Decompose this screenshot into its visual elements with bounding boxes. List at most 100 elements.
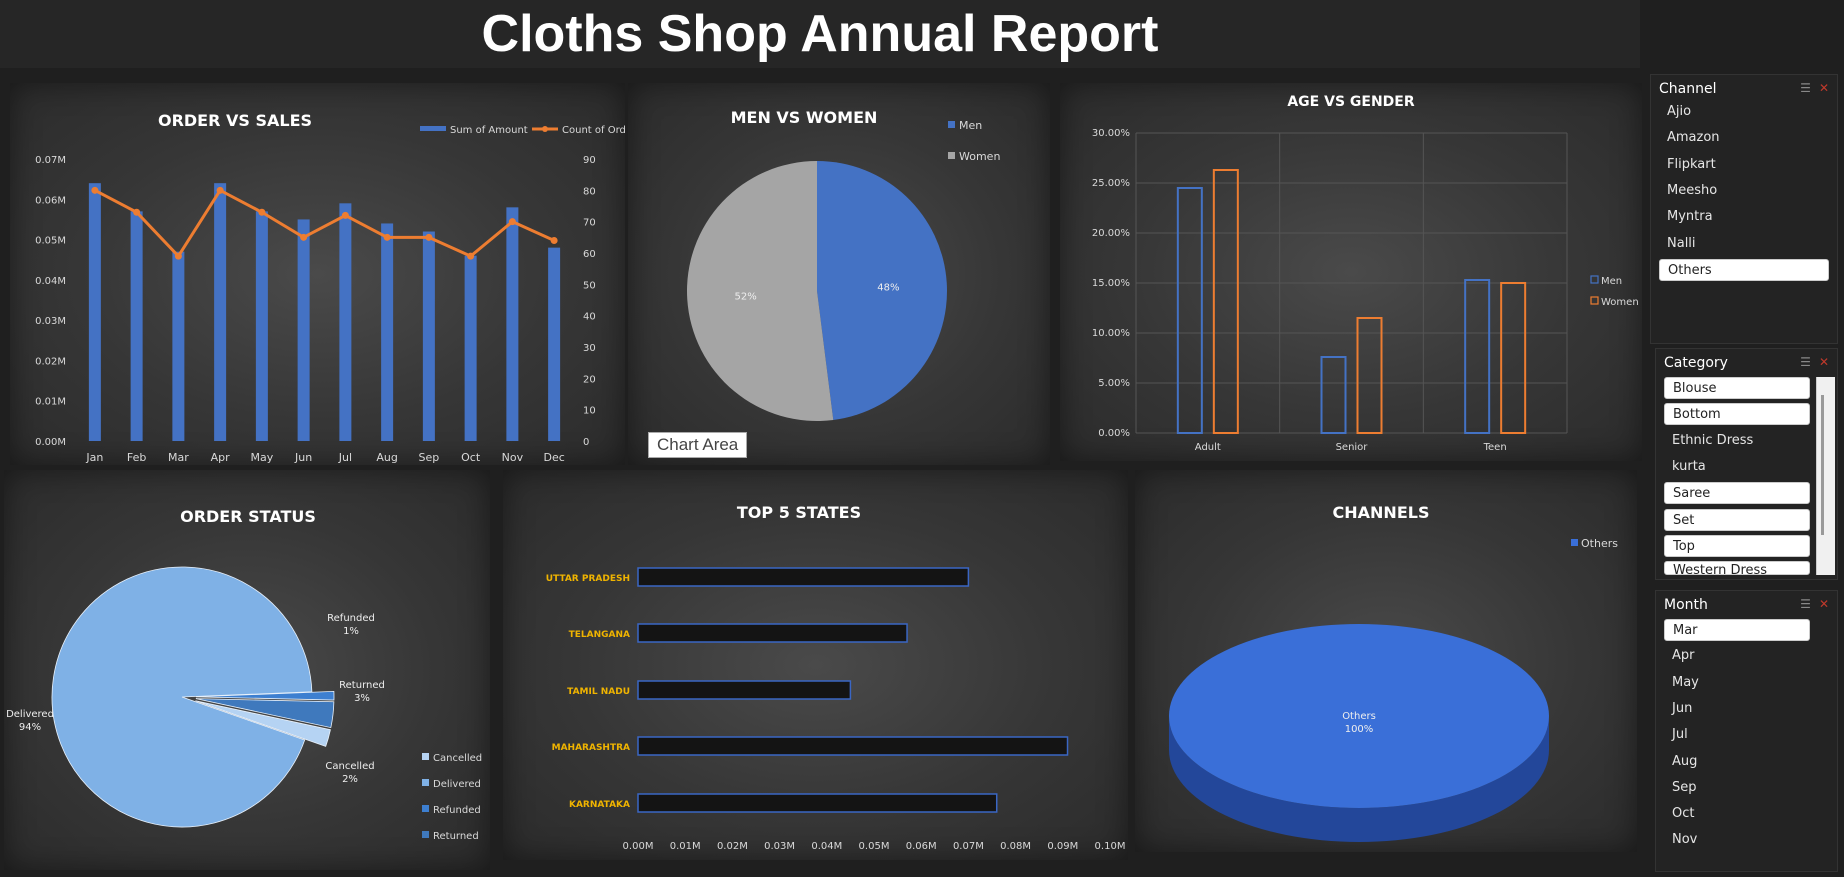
y-tick-label: TAMIL NADU [567, 687, 630, 697]
pie-slice [817, 161, 947, 420]
clear-filter-icon[interactable]: ✕ [1818, 81, 1829, 95]
multi-select-icon[interactable]: ☰ [1800, 81, 1811, 95]
channel-slicer-item[interactable]: Nalli [1667, 235, 1696, 251]
data-label: Cancelled [325, 761, 374, 772]
y-tick-label: 0.03M [35, 316, 66, 327]
y-tick-label: 0.07M [35, 155, 66, 166]
line-point [508, 218, 516, 226]
y-tick-label: 30.00% [1092, 128, 1130, 139]
category-slicer-item[interactable]: Top [1664, 534, 1810, 557]
multi-select-icon[interactable]: ☰ [1800, 355, 1811, 369]
legend-label: Men [1601, 276, 1622, 287]
category-slicer-item[interactable]: Blouse [1664, 377, 1810, 399]
chart-title: TOP 5 STATES [737, 503, 861, 522]
category-slicer-item[interactable]: kurta [1672, 458, 1706, 474]
month-slicer-item[interactable]: Aug [1672, 753, 1698, 769]
top-5-states-panel[interactable]: TOP 5 STATES UTTAR PRADESH TELANGANA TAMIL … [503, 470, 1128, 860]
order-status-chart: ORDER STATUS Refunded 1% Returned 3% Cancelle… [6, 507, 482, 842]
data-label: Returned [339, 680, 385, 691]
category-slicer-item[interactable]: Ethnic Dress [1672, 432, 1754, 448]
order-vs-sales-panel[interactable]: ORDER VS SALES 0.00M 0.01M 0.02M 0.03M 0.04M 0… [10, 83, 625, 465]
y-tick-label: MAHARASHTRA [552, 743, 630, 753]
y-tick-label: 0.06M [35, 195, 66, 206]
data-label: 52% [735, 291, 757, 302]
legend-swatch [422, 779, 429, 786]
y-tick-label: 0.05M [35, 236, 66, 247]
y-tick-label: KARNATAKA [569, 800, 630, 810]
x-tick-label: Apr [211, 451, 231, 464]
bar [637, 567, 970, 587]
x-tick-label: Oct [461, 451, 481, 464]
x-tick-label: 0.07M [953, 841, 984, 852]
channel-slicer-item[interactable]: Ajio [1667, 104, 1692, 119]
age-vs-gender-chart: AGE VS GENDER 0.00% 5.00% 10.00% 15.00% 20.00… [1092, 94, 1639, 453]
bar [339, 203, 352, 441]
chart-title: ORDER STATUS [180, 507, 316, 526]
x-tick-label: 0.00M [623, 841, 654, 852]
x-tick-label: Jul [338, 451, 352, 464]
bar [506, 207, 519, 441]
bar [1500, 282, 1527, 434]
category-slicer-item[interactable]: Western Dress [1664, 561, 1810, 576]
bar [88, 183, 101, 441]
x-tick-label: Nov [502, 451, 524, 464]
legend-swatch [1571, 539, 1578, 546]
month-slicer-item[interactable]: Oct [1672, 806, 1695, 822]
month-slicer-item[interactable]: May [1672, 674, 1699, 690]
month-slicer-item[interactable]: Mar [1664, 619, 1810, 641]
channels-panel[interactable]: CHANNELS Others 100% Others [1135, 470, 1637, 852]
channel-slicer-item[interactable]: Others [1659, 258, 1829, 281]
channel-slicer-item[interactable]: Meesho [1667, 182, 1718, 198]
y-tick-label: 25.00% [1092, 178, 1130, 189]
y-tick-label: 5.00% [1098, 378, 1130, 389]
bar [214, 183, 227, 441]
month-slicer-item[interactable]: Sep [1672, 779, 1697, 795]
month-slicer-item[interactable]: Nov [1672, 832, 1698, 848]
x-tick-label: Sep [419, 451, 440, 464]
men-vs-women-panel[interactable]: MEN VS WOMEN 48% 52% Men Women [628, 83, 1050, 465]
channel-slicer-item[interactable]: Amazon [1667, 130, 1720, 146]
channel-slicer[interactable]: Channel ☰ ✕ Ajio Amazon Flipkart Meesho Myntr… [1650, 74, 1838, 344]
line-point [425, 233, 433, 241]
chart-title: AGE VS GENDER [1287, 94, 1415, 110]
clear-filter-icon[interactable]: ✕ [1818, 597, 1829, 611]
chart-title: MEN VS WOMEN [731, 108, 878, 127]
line-point [133, 208, 141, 216]
month-slicer-item[interactable]: Jun [1672, 700, 1693, 716]
bar [637, 793, 998, 813]
bar [130, 211, 143, 441]
order-status-panel[interactable]: ORDER STATUS Refunded 1% Returned 3% Cancelle… [4, 470, 490, 870]
month-slicer-item[interactable]: Jul [1672, 727, 1688, 743]
channel-slicer-item[interactable]: Myntra [1667, 209, 1713, 225]
legend-label: Cancelled [433, 753, 482, 764]
category-slicer[interactable]: Category ☰ ✕ Blouse Bottom Ethnic Dress kurt… [1655, 348, 1838, 580]
bar [1464, 279, 1491, 434]
month-slicer[interactable]: Month ☰ ✕ Mar Apr May Jun Jul Aug Sep Oct Nov [1655, 590, 1838, 872]
legend-label: Women [959, 150, 1000, 163]
line-point [300, 233, 308, 241]
category-scrollbar[interactable] [1816, 377, 1835, 575]
y2-tick-label: 0 [583, 437, 589, 448]
pie-slice [195, 698, 335, 729]
channel-slicer-item[interactable]: Flipkart [1667, 156, 1716, 172]
category-slicer-item[interactable]: Saree [1664, 482, 1810, 505]
series-line [94, 188, 555, 259]
category-slicer-item[interactable]: Set [1664, 508, 1810, 531]
chart-title: ORDER VS SALES [158, 111, 312, 130]
chart-area-tooltip: Chart Area [648, 432, 748, 458]
x-tick-label: Aug [376, 451, 397, 464]
clear-filter-icon[interactable]: ✕ [1818, 355, 1829, 369]
legend-label: Returned [433, 831, 479, 842]
month-slicer-item[interactable]: Apr [1672, 648, 1695, 664]
bar [637, 623, 908, 643]
multi-select-icon[interactable]: ☰ [1800, 597, 1811, 611]
x-tick-label: Feb [127, 451, 146, 464]
legend-label: Women [1601, 297, 1639, 308]
y-tick-label: 15.00% [1092, 278, 1130, 289]
x-tick-label: Jun [294, 451, 312, 464]
line-point [467, 252, 475, 260]
bar [1320, 356, 1347, 434]
category-slicer-item[interactable]: Bottom [1664, 403, 1810, 426]
age-vs-gender-panel[interactable]: AGE VS GENDER 0.00% 5.00% 10.00% 15.00% 20.00… [1060, 83, 1642, 461]
y2-tick-label: 90 [583, 155, 596, 166]
